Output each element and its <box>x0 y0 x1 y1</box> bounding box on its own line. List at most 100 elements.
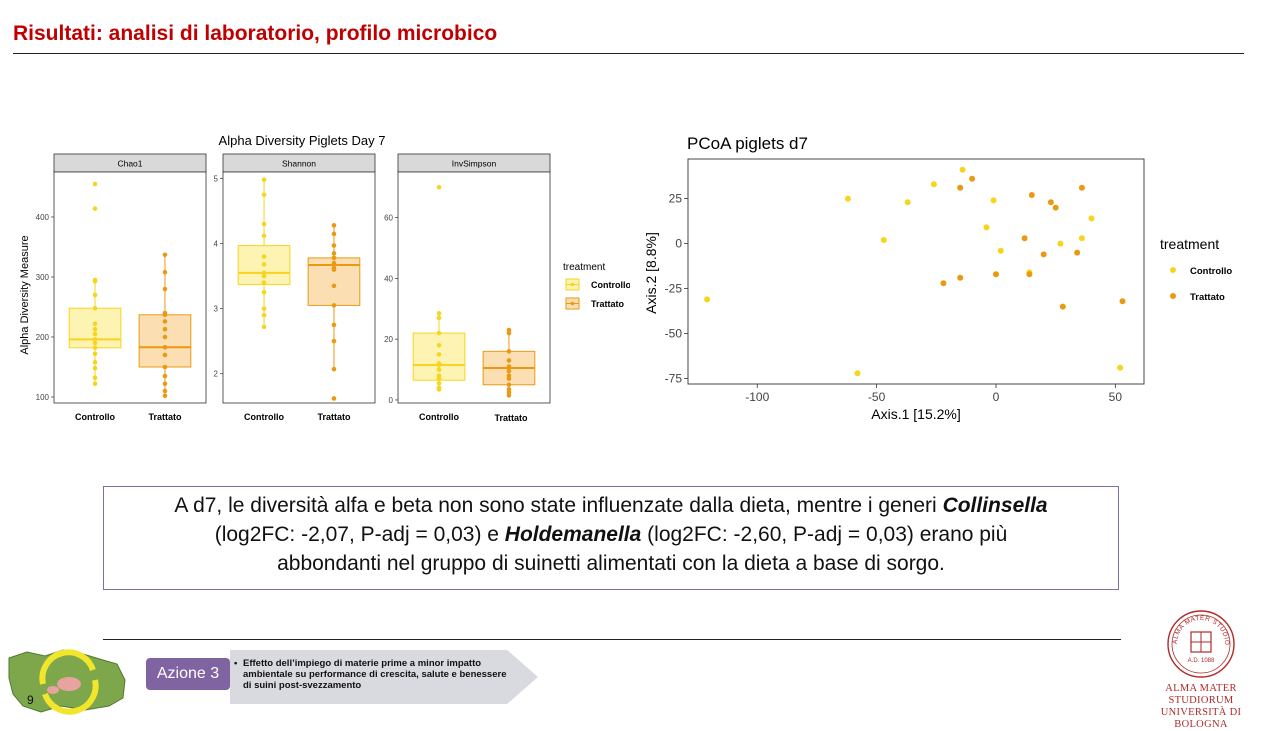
x-tick-label-controllo: Controllo <box>75 412 115 422</box>
azione-description-text: Effetto dell’impiego di materie prime a … <box>243 658 507 691</box>
scatter-point-trattato <box>1059 303 1066 310</box>
legend-label-trattato: Trattato <box>591 299 625 309</box>
y-tick-label: 2 <box>214 370 219 379</box>
azione-badge: Azione 3 <box>146 658 230 690</box>
data-point-controllo <box>436 387 442 392</box>
data-point-trattato <box>162 373 168 379</box>
cycle-arrow-bottom <box>42 679 99 715</box>
data-point-trattato <box>331 322 337 328</box>
data-point-controllo <box>436 376 442 381</box>
university-line-2: UNIVERSITÀ DI BOLOGNA <box>1160 707 1242 730</box>
data-point-controllo <box>436 380 442 386</box>
x-tick-label-trattato: Trattato <box>317 412 351 422</box>
scatter-point-controllo <box>990 197 997 204</box>
data-point-controllo <box>436 315 442 321</box>
y-tick-label: 5 <box>214 175 219 184</box>
data-point-trattato <box>506 368 512 374</box>
data-point-controllo <box>92 326 98 332</box>
data-point-controllo <box>92 292 98 298</box>
alpha-diversity-chart: Alpha Diversity Piglets Day 7 Alpha Diver… <box>19 133 630 423</box>
data-point-trattato <box>162 381 168 387</box>
facet-label-invsimpson: InvSimpson <box>452 159 497 169</box>
y-tick-label: 100 <box>36 393 50 402</box>
svg-text:ALMA MATER STUDIORUM: ALMA MATER STUDIORUM <box>1165 608 1230 646</box>
data-point-controllo <box>436 352 442 357</box>
pig-icon <box>57 677 81 691</box>
data-point-trattato <box>162 364 168 370</box>
scatter-point-trattato <box>1026 271 1033 278</box>
scatter-point-trattato <box>1052 204 1059 211</box>
data-point-trattato <box>331 223 337 228</box>
scatter-point-trattato <box>940 280 947 287</box>
data-point-trattato <box>162 352 168 358</box>
azione-description: • Effetto dell’impiego di materie prime … <box>234 658 516 691</box>
data-point-trattato <box>162 326 168 332</box>
facet-panel-chao1 <box>53 171 207 404</box>
facet-label-shannon: Shannon <box>282 159 316 169</box>
data-point-controllo <box>92 359 98 365</box>
data-point-trattato <box>331 251 337 256</box>
scatter-point-trattato <box>969 175 976 182</box>
data-point-controllo <box>92 181 98 187</box>
azione-banner-arrow <box>230 650 538 704</box>
y-tick-label: -25 <box>665 282 683 296</box>
data-point-controllo <box>261 290 267 295</box>
data-point-trattato <box>331 303 337 308</box>
data-point-trattato <box>331 243 337 248</box>
scatter-point-controllo <box>1117 364 1124 371</box>
alpha-y-axis-label: Alpha Diversity Measure <box>19 235 31 354</box>
scatter-point-controllo <box>904 199 911 206</box>
data-point-controllo <box>436 367 442 372</box>
scatter-point-trattato <box>1074 249 1081 256</box>
data-point-controllo <box>261 273 267 279</box>
pcoa-plot-panel <box>687 158 1145 385</box>
data-point-trattato <box>506 349 512 354</box>
legend-key-point <box>570 301 575 306</box>
data-point-trattato <box>331 283 337 289</box>
pcoa-chart: PCoA piglets d7 -100 -50 0 50 25 0 -25 -50 -75 Axi… <box>643 134 1232 422</box>
data-point-controllo <box>92 365 98 371</box>
university-line-1: ALMA MATER STUDIORUM <box>1165 683 1237 706</box>
summary-line-1: A d7, le diversità alfa e beta non sono … <box>104 491 1118 520</box>
y-tick-label: -75 <box>665 372 683 386</box>
scatter-point-controllo <box>1088 215 1095 222</box>
pcoa-legend-title: treatment <box>1160 236 1219 252</box>
data-point-controllo <box>92 351 98 357</box>
data-point-trattato <box>162 269 168 275</box>
y-tick-label: 300 <box>36 273 50 282</box>
summary-text-1a: A d7, le diversità alfa e beta non sono … <box>174 494 943 517</box>
y-tick-label: 60 <box>384 214 393 223</box>
facet-label-chao1: Chao1 <box>117 159 142 169</box>
scatter-point-controllo <box>959 166 966 173</box>
summary-box: A d7, le diversità alfa e beta non sono … <box>103 486 1119 590</box>
data-point-trattato <box>331 267 337 272</box>
pcoa-y-axis-label: Axis.2 [8.8%] <box>643 232 659 314</box>
data-point-controllo <box>261 324 267 330</box>
data-point-trattato <box>162 252 168 258</box>
x-tick-label-controllo: Controllo <box>419 412 459 422</box>
data-point-controllo <box>436 311 442 316</box>
x-tick-label: -50 <box>868 390 886 404</box>
data-point-trattato <box>162 334 168 340</box>
data-point-controllo <box>261 221 267 227</box>
seal-text: ALMA MATER STUDIORUM <box>1165 608 1230 646</box>
y-tick-label: 0 <box>389 396 394 405</box>
y-tick-label: -50 <box>665 327 683 341</box>
slide-title: Risultati: analisi di laboratorio, profi… <box>13 22 498 45</box>
data-point-trattato <box>506 358 512 363</box>
data-point-trattato <box>506 330 512 336</box>
data-point-controllo <box>261 306 267 311</box>
y-tick-label: 40 <box>384 274 393 283</box>
y-tick-label: 0 <box>675 237 682 251</box>
y-tick-label: 4 <box>214 240 219 249</box>
university-seal-logo: ALMA MATER STUDIORUM A.D. 1088 <box>1165 608 1235 678</box>
title-divider <box>13 53 1244 54</box>
data-point-trattato <box>331 396 337 401</box>
genus-collinsella: Collinsella <box>942 494 1048 517</box>
genus-holdemanella: Holdemanella <box>504 523 642 546</box>
seal-year: A.D. 1088 <box>1188 658 1215 664</box>
pcoa-legend-label-trattato: Trattato <box>1190 292 1225 303</box>
x-tick-label: -100 <box>745 390 769 404</box>
scatter-point-controllo <box>1057 240 1064 247</box>
scatter-point-controllo <box>844 195 851 202</box>
